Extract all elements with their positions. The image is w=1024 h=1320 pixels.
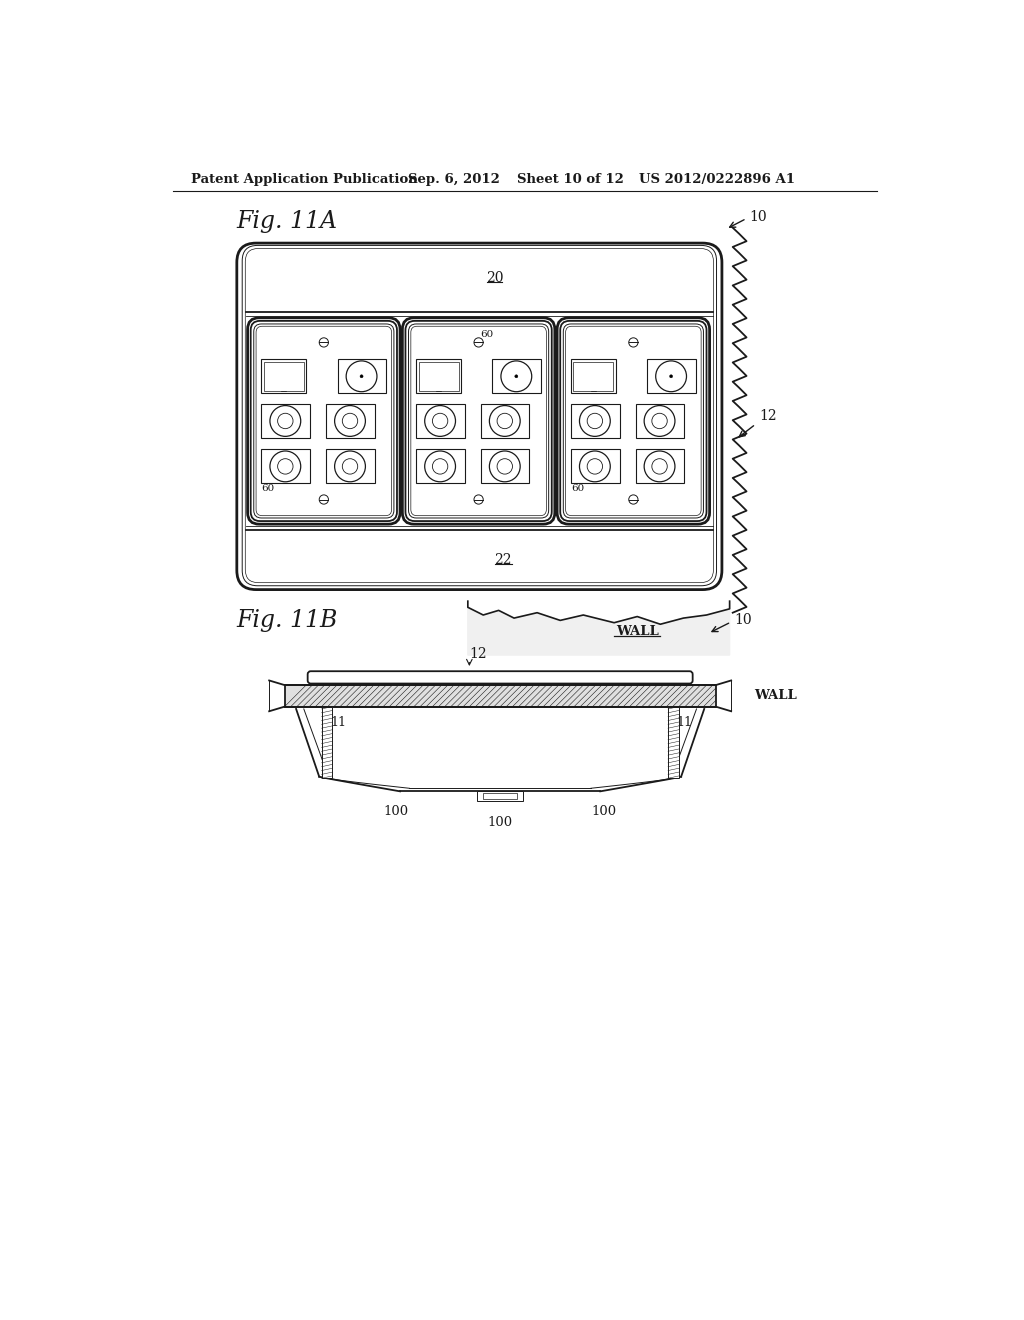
Text: 12: 12 bbox=[759, 409, 776, 424]
Bar bbox=[264, 362, 304, 391]
Bar bbox=[636, 450, 684, 483]
Text: Sheet 10 of 12: Sheet 10 of 12 bbox=[517, 173, 624, 186]
Bar bbox=[416, 404, 465, 438]
Text: 60: 60 bbox=[480, 330, 494, 339]
Text: WALL: WALL bbox=[615, 626, 658, 639]
Bar bbox=[285, 685, 716, 706]
Bar bbox=[326, 450, 375, 483]
Text: 100: 100 bbox=[592, 805, 616, 818]
Text: 60: 60 bbox=[571, 484, 585, 494]
Text: WALL: WALL bbox=[755, 689, 797, 702]
Bar bbox=[481, 450, 529, 483]
Bar bbox=[416, 359, 461, 393]
Bar bbox=[477, 792, 523, 800]
Text: 11: 11 bbox=[330, 715, 346, 729]
Bar bbox=[261, 450, 310, 483]
Text: 10: 10 bbox=[734, 614, 752, 627]
Bar bbox=[419, 362, 459, 391]
Circle shape bbox=[670, 375, 673, 378]
Bar bbox=[573, 362, 613, 391]
Bar bbox=[636, 404, 684, 438]
Bar bbox=[647, 359, 695, 393]
Text: 100: 100 bbox=[487, 816, 513, 829]
Circle shape bbox=[360, 375, 364, 378]
Text: 22: 22 bbox=[494, 553, 511, 568]
Text: 12: 12 bbox=[469, 647, 487, 661]
FancyBboxPatch shape bbox=[307, 671, 692, 684]
Bar bbox=[338, 359, 386, 393]
Text: Fig. 11B: Fig. 11B bbox=[237, 609, 338, 632]
Bar bbox=[322, 706, 333, 779]
Polygon shape bbox=[468, 601, 730, 655]
Bar bbox=[571, 404, 620, 438]
Bar bbox=[261, 404, 310, 438]
Text: 60: 60 bbox=[261, 484, 274, 494]
Bar bbox=[416, 450, 465, 483]
Circle shape bbox=[515, 375, 518, 378]
Text: 10: 10 bbox=[749, 210, 767, 224]
Bar bbox=[261, 359, 306, 393]
Bar bbox=[571, 359, 615, 393]
Bar bbox=[326, 404, 375, 438]
Text: Fig. 11A: Fig. 11A bbox=[237, 210, 338, 234]
Bar bbox=[668, 706, 679, 779]
Text: 11: 11 bbox=[677, 715, 692, 729]
Text: 20: 20 bbox=[486, 271, 504, 285]
Text: 100: 100 bbox=[384, 805, 409, 818]
Text: US 2012/0222896 A1: US 2012/0222896 A1 bbox=[639, 173, 795, 186]
Text: Patent Application Publication: Patent Application Publication bbox=[190, 173, 418, 186]
Text: Sep. 6, 2012: Sep. 6, 2012 bbox=[408, 173, 500, 186]
Bar bbox=[483, 793, 517, 799]
Bar bbox=[571, 450, 620, 483]
Bar bbox=[481, 404, 529, 438]
Bar bbox=[493, 359, 541, 393]
